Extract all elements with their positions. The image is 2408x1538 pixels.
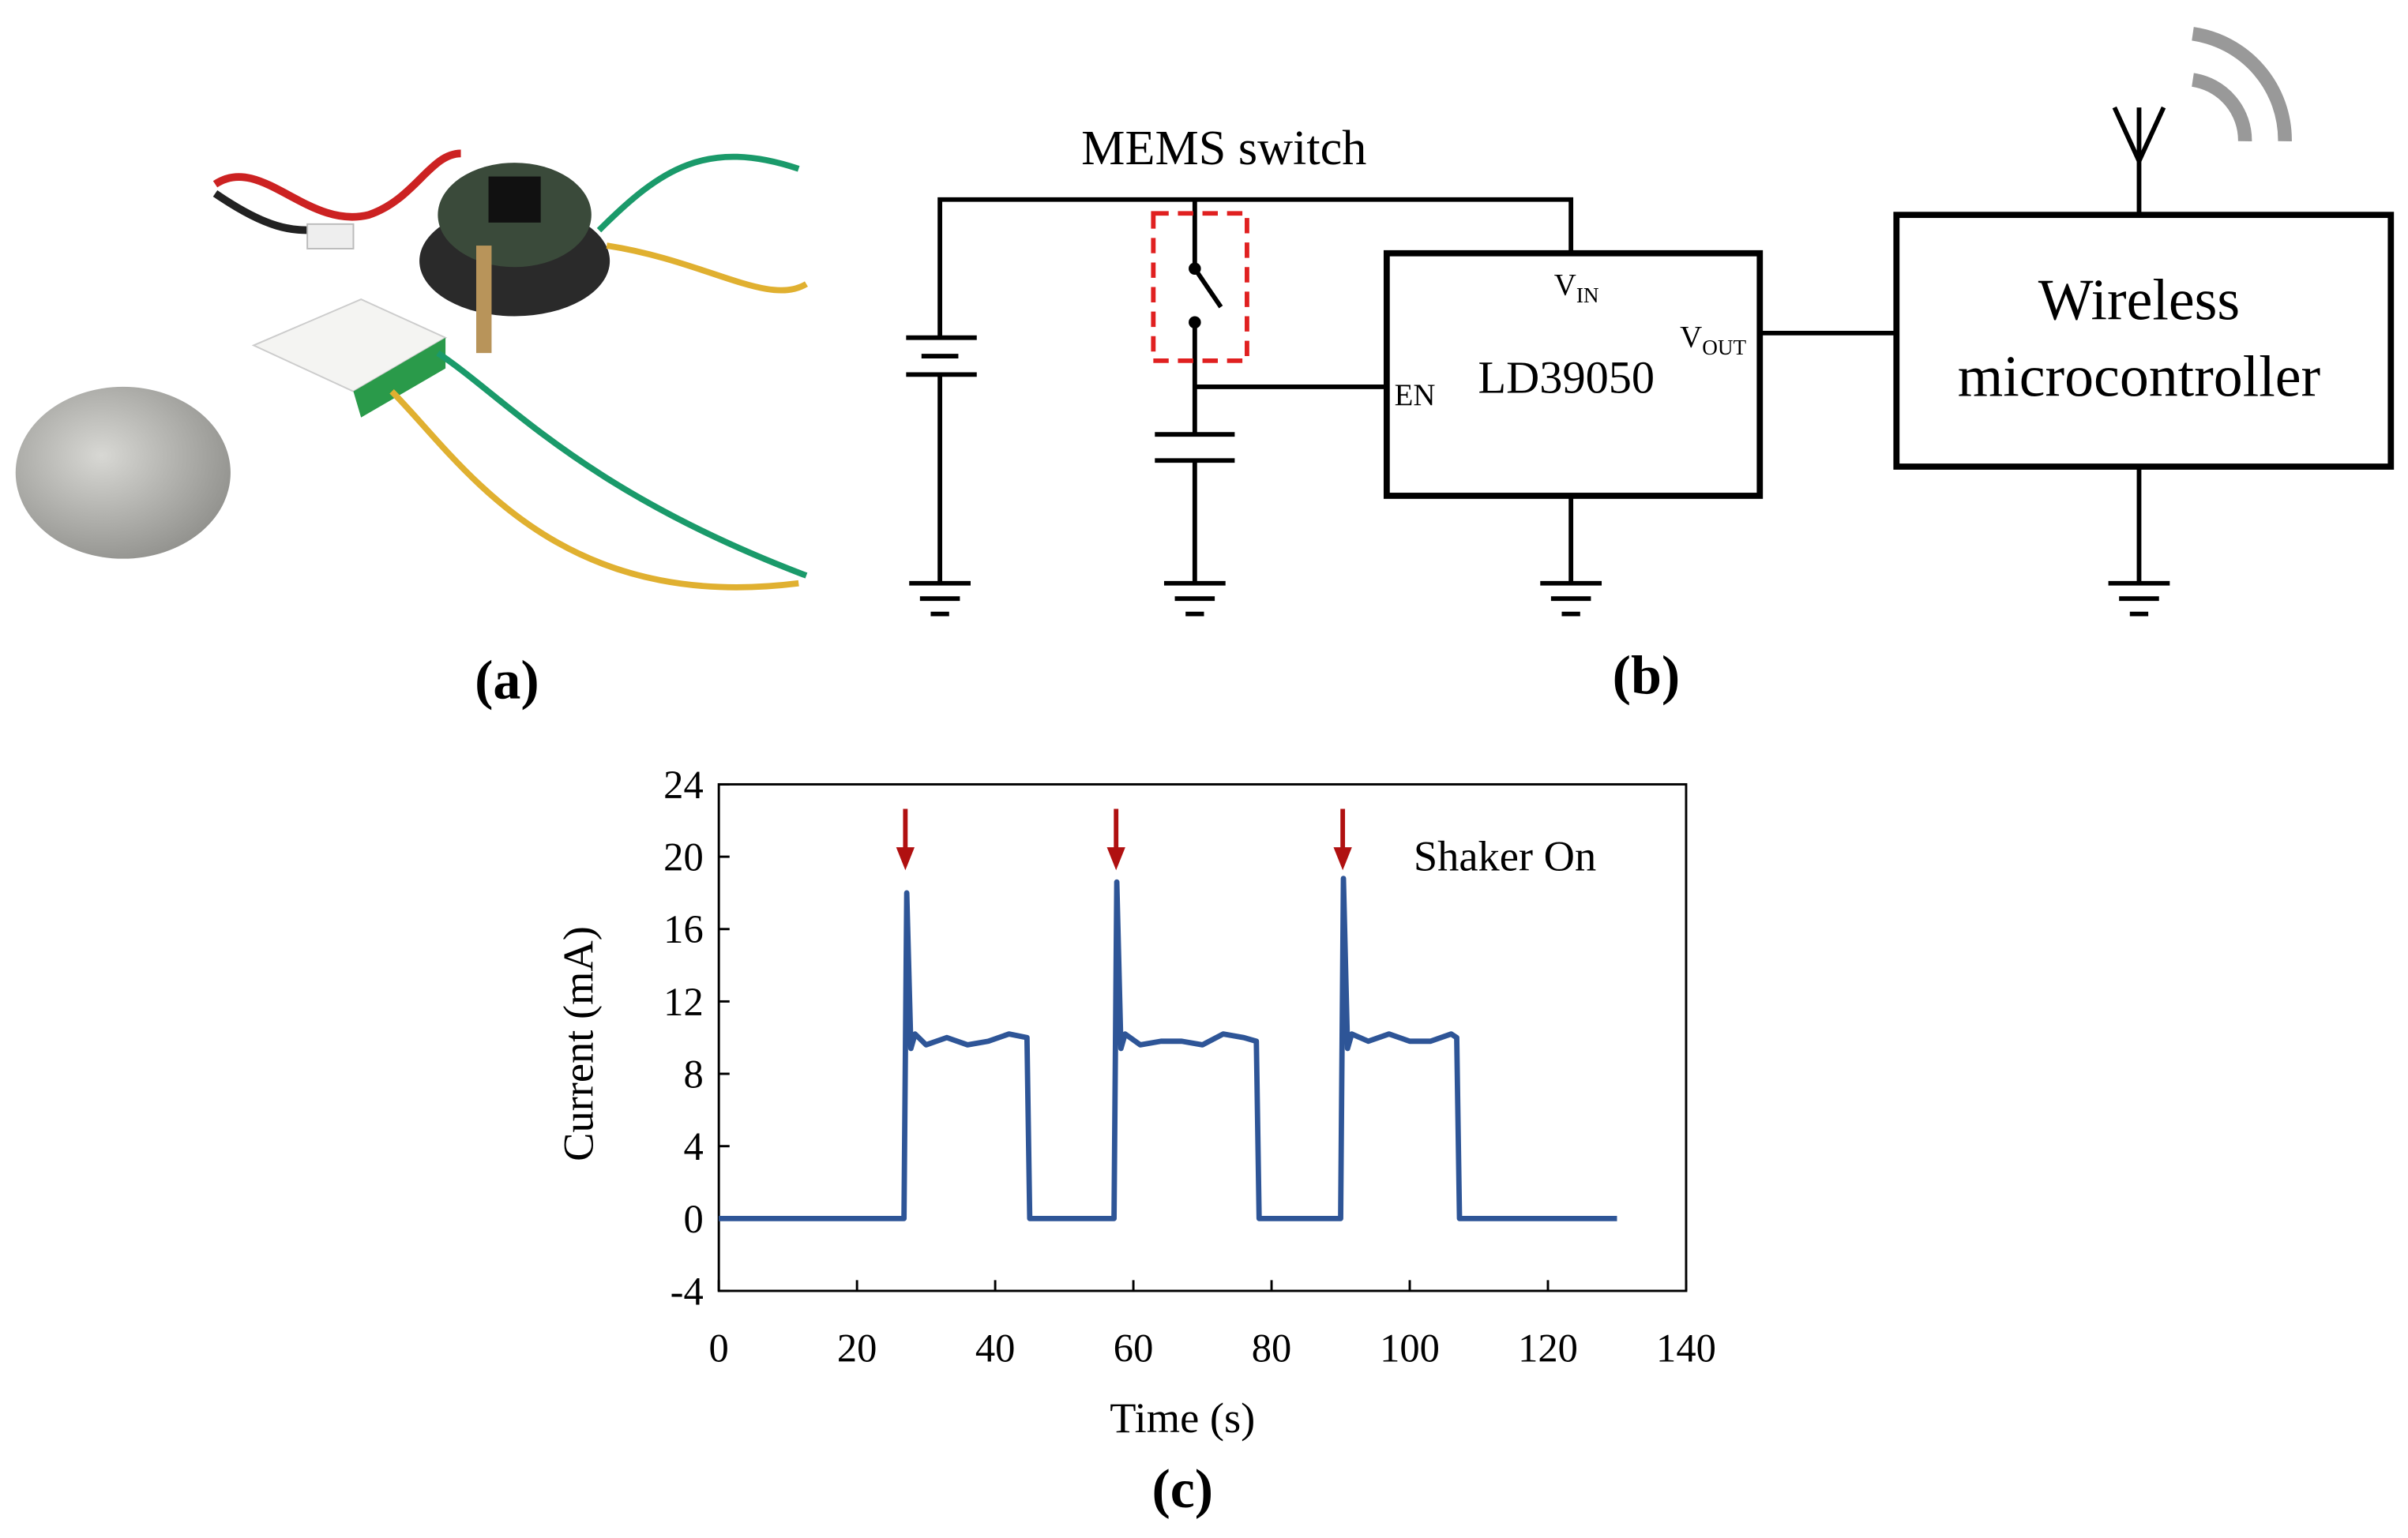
y-tick-label: 16 (663, 907, 704, 951)
plot-frame (717, 782, 1688, 1292)
pin-subscript: IN (1576, 283, 1599, 307)
y-axis-title: Current (mA) (554, 926, 603, 1161)
x-tick-label: 0 (709, 1326, 729, 1370)
event-arrow-head (1106, 847, 1125, 871)
pin-label: VOUT (1680, 320, 1746, 359)
x-tick-label: 120 (1518, 1326, 1578, 1370)
switch-label: MEMS switch (1081, 122, 1366, 175)
pin-subscript: OUT (1702, 336, 1746, 359)
pin-label: EN (1395, 378, 1436, 412)
y-tick-label: 24 (663, 763, 704, 807)
y-tick-label: 0 (683, 1197, 703, 1241)
panel-label: (c) (1151, 1459, 1213, 1520)
panel-label: (b) (1613, 646, 1681, 707)
circuit (906, 27, 2395, 617)
current-line (719, 876, 1617, 1221)
regulator-label: LD39050 (1478, 352, 1655, 403)
x-tick-label: 20 (837, 1326, 877, 1370)
y-tick-label: 8 (683, 1052, 703, 1097)
x-tick-label: 60 (1114, 1326, 1154, 1370)
mcu-label: microcontroller (1958, 344, 2320, 409)
y-tick-label: 4 (683, 1124, 703, 1169)
x-tick-label: 140 (1656, 1326, 1716, 1370)
event-arrow-head (896, 847, 915, 871)
x-tick-label: 100 (1380, 1326, 1440, 1370)
pin-label: VIN (1554, 268, 1599, 307)
annotation: Shaker On (1414, 831, 1596, 880)
x-tick-label: 80 (1252, 1326, 1292, 1370)
x-tick-label: 40 (975, 1326, 1016, 1370)
mcu-label: Wireless (2038, 267, 2240, 332)
y-tick-label: 20 (663, 835, 704, 880)
photo (15, 149, 808, 591)
event-arrow-head (1333, 847, 1352, 871)
panel-label: (a) (475, 651, 539, 711)
y-tick-label: -4 (671, 1269, 704, 1313)
y-tick-label: 12 (663, 980, 704, 1024)
x-axis-title: Time (s) (1110, 1394, 1255, 1442)
pin-label: V (1680, 320, 1702, 354)
pin-label: V (1554, 268, 1576, 302)
